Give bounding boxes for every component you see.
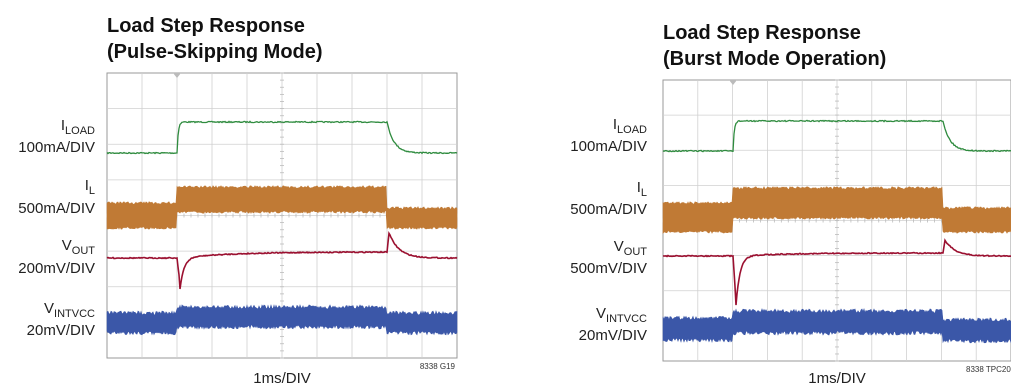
- channel-subscript: INTVCC: [606, 313, 647, 325]
- channel-name: VINTVCC: [596, 305, 647, 325]
- il-trace: [106, 185, 458, 230]
- channel-symbol: V: [62, 237, 72, 254]
- channel-scale: 500mA/DIV: [570, 201, 647, 218]
- channel-symbol: V: [596, 305, 606, 322]
- channel-symbol: V: [614, 238, 624, 255]
- figure-code: 8338 G19: [420, 362, 456, 371]
- vintvcc-trace: [106, 304, 458, 336]
- panel-title: (Pulse-Skipping Mode): [107, 41, 323, 63]
- channel-symbol: V: [44, 300, 54, 317]
- iload-trace: [106, 120, 458, 155]
- channel-subscript: INTVCC: [54, 308, 95, 320]
- channel-scale: 100mA/DIV: [18, 139, 95, 156]
- channel-scale: 100mA/DIV: [570, 138, 647, 155]
- channel-symbol: I: [61, 117, 65, 134]
- channel-scale: 500mV/DIV: [570, 260, 647, 277]
- scope-screen: [662, 79, 1011, 362]
- channel-subscript: LOAD: [65, 125, 95, 137]
- channel-scale: 20mV/DIV: [579, 327, 647, 344]
- x-axis-label: 1ms/DIV: [253, 370, 311, 387]
- trigger-marker: [729, 80, 737, 85]
- iload-trace: [662, 119, 1011, 153]
- channel-subscript: OUT: [72, 245, 96, 257]
- channel-name: VOUT: [614, 238, 648, 258]
- channel-name: IL: [85, 177, 95, 197]
- channel-symbol: I: [85, 177, 89, 194]
- scope-screen: [106, 72, 458, 359]
- panel-title: (Burst Mode Operation): [663, 48, 886, 70]
- channel-symbol: I: [613, 116, 617, 133]
- vout-trace: [662, 238, 1011, 306]
- channel-name: ILOAD: [61, 117, 95, 137]
- channel-symbol: I: [637, 179, 641, 196]
- panel-title: Load Step Response: [107, 15, 305, 37]
- vintvcc-trace: [662, 308, 1011, 344]
- channel-scale: 20mV/DIV: [27, 322, 95, 339]
- channel-subscript: LOAD: [617, 124, 647, 136]
- channel-scale: 200mV/DIV: [18, 260, 95, 277]
- channel-subscript: L: [641, 187, 647, 199]
- channel-name: ILOAD: [613, 116, 647, 136]
- vout-trace: [106, 231, 458, 290]
- channel-name: VINTVCC: [44, 300, 95, 320]
- channel-scale: 500mA/DIV: [18, 200, 95, 217]
- channel-name: VOUT: [62, 237, 96, 257]
- il-trace: [662, 186, 1011, 234]
- x-axis-label: 1ms/DIV: [808, 370, 866, 387]
- panel-title: Load Step Response: [663, 22, 861, 44]
- panel: Load Step Response (Burst Mode Operation…: [570, 22, 1011, 387]
- figure-code: 8338 TPC20: [966, 365, 1011, 374]
- trigger-marker: [173, 73, 181, 78]
- channel-subscript: OUT: [624, 246, 648, 258]
- channel-subscript: L: [89, 185, 95, 197]
- channel-name: IL: [637, 179, 647, 199]
- panel: Load Step Response (Pulse-Skipping Mode)…: [18, 15, 458, 387]
